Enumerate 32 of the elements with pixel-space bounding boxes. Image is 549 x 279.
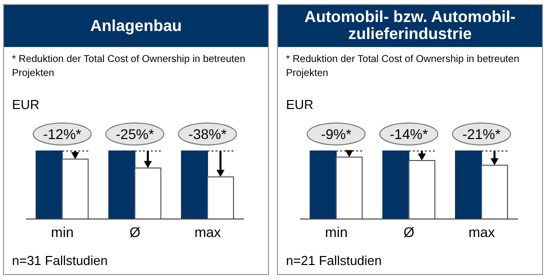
bar: [382, 150, 410, 220]
text: n=21 Fallstudien: [286, 253, 382, 268]
bar: [62, 158, 89, 220]
bar: [108, 150, 136, 220]
bar: [481, 164, 508, 220]
bar: [455, 150, 482, 220]
chart-subtitle: * Reduktion der Total Cost of Ownership in betreuten Projekten: [11, 53, 246, 81]
y-axis-title: EUR: [286, 97, 314, 112]
x-tick-label: max: [468, 224, 495, 240]
chart-subtitle: * Reduktion der Total Cost of Ownership in betreuten Projekten: [285, 53, 520, 81]
annotation: -12%*: [43, 126, 82, 142]
x-tick-label: Ø: [404, 224, 415, 240]
x-tick-label: min: [325, 224, 348, 240]
y-axis-title: EUR: [12, 97, 40, 112]
text: n=31 Fallstudien: [12, 253, 108, 268]
chart-title: Anlagenbau: [4, 5, 268, 47]
bar: [408, 160, 436, 220]
bar: [310, 150, 337, 220]
x-tick-label: min: [51, 224, 74, 240]
bar: [134, 168, 162, 220]
bar: [207, 176, 234, 220]
annotation: -9%*: [320, 126, 352, 142]
bar: [336, 156, 363, 220]
annotation: -38%*: [188, 126, 228, 142]
annotation: -21%*: [462, 126, 502, 142]
chart-title: Automobil- bzw. Automobil-zulieferindustrie: [278, 5, 542, 47]
bar: [36, 150, 63, 220]
x-tick-label: Ø: [130, 224, 141, 240]
annotation: -25%*: [116, 126, 154, 142]
x-tick-label: max: [194, 224, 221, 240]
annotation: -14%*: [390, 126, 428, 142]
bar: [181, 150, 208, 220]
